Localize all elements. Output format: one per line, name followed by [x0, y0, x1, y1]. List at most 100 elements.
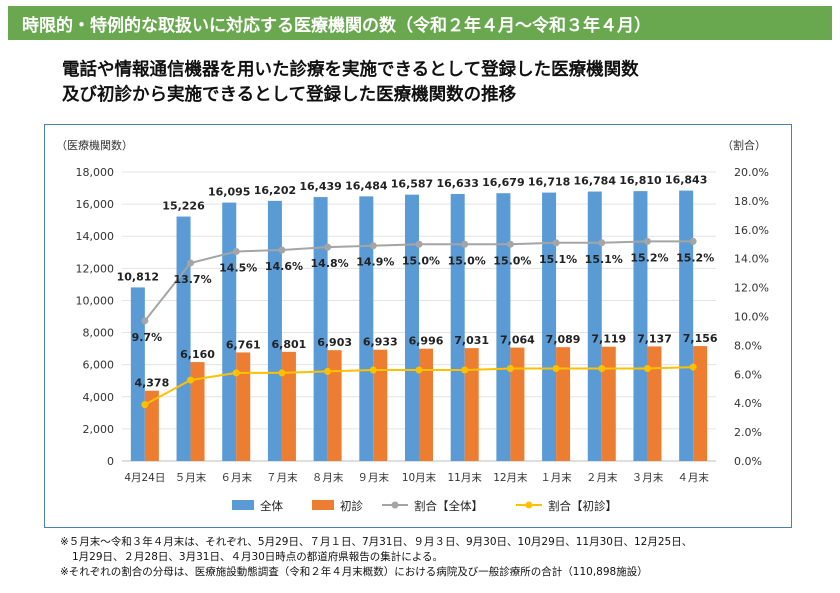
point-ratio-total: [187, 259, 195, 267]
point-ratio-first-visit: [187, 376, 195, 384]
bar-first-visit: [144, 390, 159, 461]
data-label-ratio-total: 13.7%: [173, 273, 211, 286]
point-ratio-first-visit: [141, 401, 149, 409]
x-tick-label: ７月末: [266, 471, 298, 484]
point-ratio-total: [232, 247, 240, 255]
point-ratio-total: [278, 246, 286, 254]
bar-first-visit: [373, 349, 388, 461]
point-ratio-total: [689, 237, 697, 245]
bar-total: [587, 191, 602, 461]
bar-total: [176, 216, 191, 461]
y-tick-label: 12,000: [76, 262, 115, 275]
data-label-total: 16,718: [528, 176, 570, 189]
heading-line-1: 電話や情報通信機器を用いた診療を実施できるとして登録した医療機関数: [62, 60, 639, 80]
x-tick-label: １月末: [540, 471, 572, 484]
footnote-line-2: 1月29日、２月28日、3月31日、４月30日時点の都道府県報告の集計による。: [72, 551, 443, 563]
bar-first-visit: [693, 346, 708, 461]
data-label-total: 16,784: [574, 175, 617, 188]
bar-total: [496, 193, 511, 461]
data-label-total: 16,633: [436, 177, 478, 190]
x-tick-label: 11月末: [448, 471, 483, 484]
point-ratio-first-visit: [552, 365, 560, 373]
x-tick-label: 12月末: [493, 471, 528, 484]
point-ratio-first-visit: [506, 365, 514, 373]
y2-tick-label: 10.0%: [734, 311, 769, 324]
y2-tick-label: 8.0%: [734, 339, 762, 352]
y2-tick-label: 18.0%: [734, 195, 769, 208]
y2-tick-label: 12.0%: [734, 282, 769, 295]
data-label-total: 16,439: [299, 180, 341, 193]
chart-frame: [44, 124, 792, 528]
y-tick-label: 16,000: [76, 198, 115, 211]
data-label-ratio-total: 15.1%: [539, 253, 577, 266]
footnote-line-1: ※５月末～令和３年４月末は、それぞれ、5月29日、７月１日、7月31日、９月３日…: [60, 536, 693, 548]
point-ratio-total: [643, 237, 651, 245]
heading-line-2: 及び初診から実施できるとして登録した医療機関数の推移: [62, 85, 517, 105]
data-label-first-visit: 6,933: [363, 336, 398, 349]
y2-tick-label: 14.0%: [734, 253, 769, 266]
legend-label: 初診: [340, 499, 363, 513]
bar-total: [405, 194, 419, 461]
point-ratio-total: [324, 243, 332, 251]
legend-swatch: [232, 500, 254, 510]
y2-tick-label: 16.0%: [734, 224, 769, 237]
y2-tick-label: 0.0%: [734, 455, 762, 468]
bar-first-visit: [281, 351, 296, 461]
point-ratio-total: [552, 239, 560, 247]
data-label-total: 16,679: [482, 176, 524, 189]
data-label-ratio-total: 15.0%: [448, 254, 486, 267]
y-tick-label: 10,000: [76, 294, 115, 307]
point-ratio-first-visit: [643, 365, 651, 373]
bar-first-visit: [556, 347, 571, 461]
bar-first-visit: [601, 346, 616, 461]
data-label-first-visit: 7,156: [683, 332, 718, 345]
point-ratio-first-visit: [369, 366, 377, 374]
data-label-first-visit: 7,031: [454, 334, 489, 347]
data-label-ratio-total: 9.7%: [132, 331, 163, 344]
data-label-first-visit: 6,761: [226, 338, 261, 351]
data-label-first-visit: 7,119: [591, 333, 626, 346]
bar-first-visit: [419, 348, 433, 461]
x-tick-label: ２月末: [586, 471, 618, 484]
data-label-first-visit: 6,160: [180, 348, 215, 361]
bar-first-visit: [510, 347, 525, 461]
data-label-total: 16,202: [254, 184, 296, 197]
bar-total: [679, 190, 694, 461]
data-label-total: 16,095: [208, 186, 250, 199]
x-tick-label: ８月末: [312, 471, 344, 484]
point-ratio-total: [506, 240, 514, 248]
data-label-ratio-total: 15.1%: [585, 253, 623, 266]
point-ratio-first-visit: [689, 363, 697, 371]
data-label-ratio-total: 15.2%: [676, 251, 714, 264]
y-tick-label: 6,000: [83, 359, 115, 372]
point-ratio-total: [598, 239, 606, 247]
y-tick-label: 0: [107, 455, 114, 468]
legend-marker: [525, 501, 533, 509]
point-ratio-first-visit: [278, 369, 286, 377]
x-tick-label: ９月末: [358, 471, 390, 484]
footnote-line-3: ※それぞれの割合の分母は、医療施設動態調査（令和２年４月末概数）における病院及び…: [60, 566, 648, 578]
y-axis-title: （医療機関数）: [56, 138, 133, 152]
data-label-first-visit: 6,996: [409, 335, 444, 348]
point-ratio-first-visit: [461, 366, 469, 374]
bar-first-visit: [236, 352, 251, 461]
y2-axis-title: （割合）: [722, 138, 766, 152]
y-tick-label: 14,000: [76, 230, 115, 243]
point-ratio-total: [369, 242, 377, 250]
bar-first-visit: [327, 350, 342, 461]
bar-total: [450, 193, 465, 461]
point-ratio-first-visit: [415, 366, 423, 374]
y2-tick-label: 4.0%: [734, 397, 762, 410]
x-tick-label: ３月末: [632, 471, 664, 484]
bar-total: [633, 191, 648, 461]
data-label-total: 16,484: [345, 179, 388, 192]
data-label-first-visit: 7,089: [546, 333, 581, 346]
bar-total: [222, 202, 237, 462]
data-label-ratio-total: 15.0%: [493, 254, 531, 267]
bar-total: [267, 200, 282, 461]
data-label-ratio-total: 14.9%: [356, 256, 394, 269]
point-ratio-first-visit: [598, 365, 606, 373]
bar-total: [130, 287, 145, 461]
bar-total: [359, 196, 374, 462]
